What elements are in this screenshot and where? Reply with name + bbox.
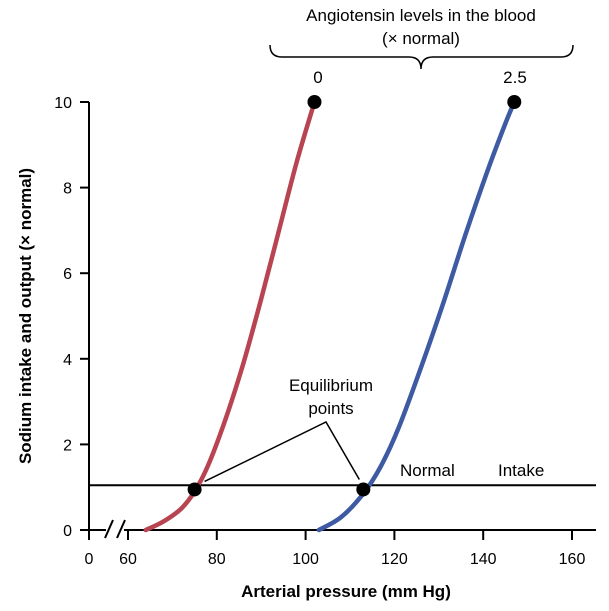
angiotensin-label-line-1: Angiotensin levels in the blood: [306, 6, 536, 25]
y-tick-label-10: 10: [54, 95, 72, 112]
x-tick-label-100: 100: [292, 551, 319, 568]
level-label-2-5: 2.5: [503, 68, 527, 87]
equilibrium-label-line-1: Equilibrium: [289, 376, 373, 395]
y-ticks: 0 2 4 6 8 10: [54, 95, 89, 540]
x-tick-label-60: 60: [119, 551, 137, 568]
level-label-0: 0: [313, 68, 322, 87]
series-endpoint-0: [307, 95, 322, 109]
normal-label: Normal: [400, 461, 455, 480]
equilibrium-point-0: [187, 482, 202, 497]
equilibrium-annotation: Equilibrium points: [204, 376, 373, 483]
series-line-1: [316, 99, 517, 533]
y-axis-title: Sodium intake and output (× normal): [16, 168, 35, 464]
x-tick-label-80: 80: [208, 551, 226, 568]
equilibrium-point-1: [356, 482, 371, 497]
intake-label: Intake: [498, 461, 544, 480]
angiotensin-annotation: Angiotensin levels in the blood (× norma…: [269, 6, 574, 87]
equilibrium-label-line-2: points: [308, 399, 353, 418]
x-tick-label-120: 120: [381, 551, 408, 568]
y-tick-label-8: 8: [63, 181, 72, 198]
y-tick-label-0: 0: [63, 523, 72, 540]
x-tick-label-0: 0: [85, 551, 94, 568]
x-tick-label-160: 160: [559, 551, 586, 568]
series-endpoint-1: [507, 95, 522, 109]
angiotensin-brace: [269, 44, 574, 70]
series-line-0: [143, 99, 317, 533]
x-axis-title: Arterial pressure (mm Hg): [241, 582, 451, 601]
axes: [88, 102, 596, 540]
equilibrium-pointer: [204, 421, 360, 483]
series-layer: [143, 95, 522, 533]
y-tick-label-2: 2: [63, 437, 72, 454]
angiotensin-label-line-2: (× normal): [382, 29, 460, 48]
x-tick-label-140: 140: [470, 551, 497, 568]
equilibrium-points: [187, 482, 371, 497]
x-axis-break: [104, 519, 126, 540]
y-tick-label-4: 4: [63, 352, 72, 369]
y-tick-label-6: 6: [63, 266, 72, 283]
x-ticks: 0 60 80 100 120 140 160: [85, 530, 586, 568]
